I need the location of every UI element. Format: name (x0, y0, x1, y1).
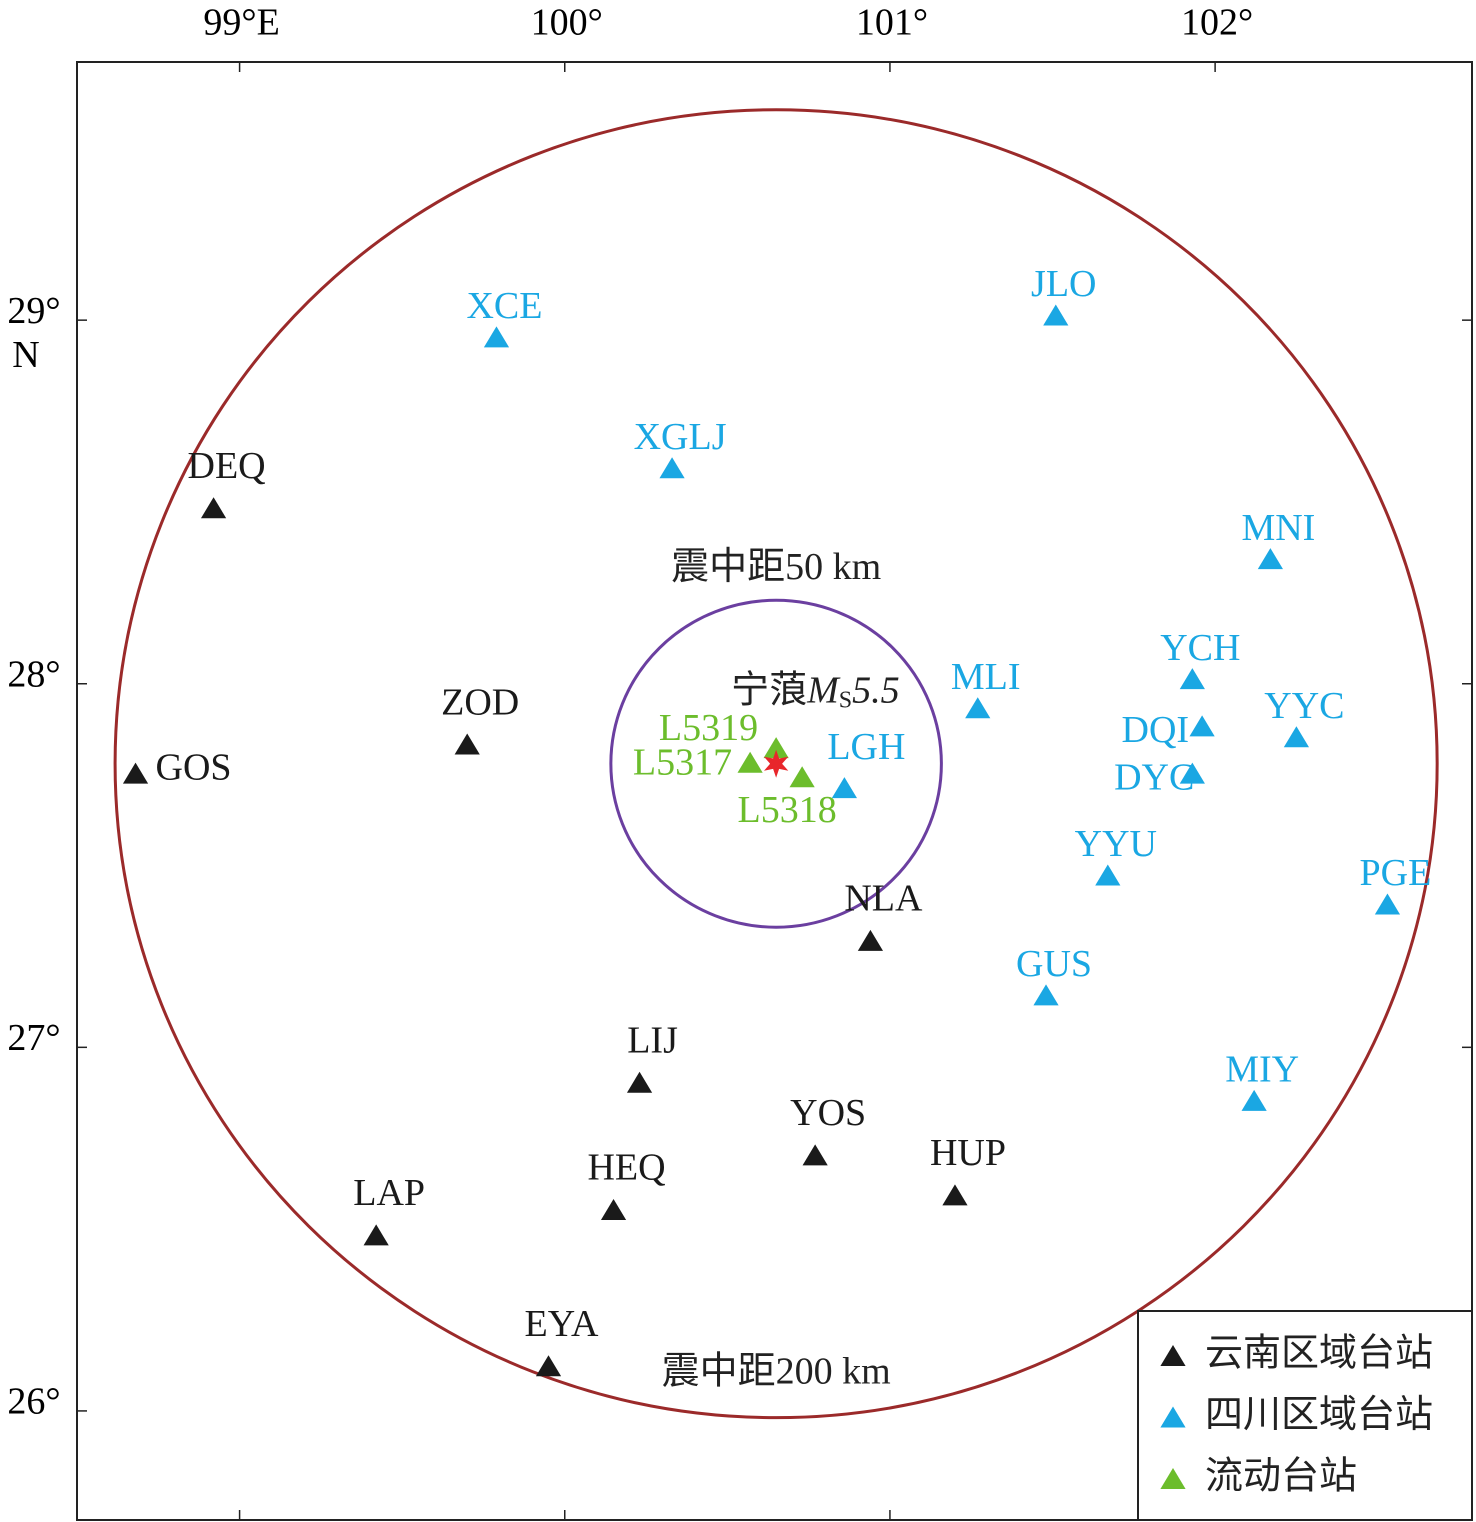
magnitude-subscript: S (839, 687, 852, 713)
station-marker (831, 777, 858, 799)
station-marker (737, 751, 763, 773)
station-marker (1283, 726, 1310, 748)
station-marker (122, 762, 149, 784)
y-tick-label: 27° (7, 1017, 60, 1059)
station-label: YCH (1160, 627, 1240, 669)
x-tick-label: 101° (856, 2, 928, 44)
magnitude: 5.5 (852, 669, 900, 711)
station-label: DQI (1122, 709, 1190, 751)
station-label: ZOD (441, 681, 519, 723)
x-tick-label: 102° (1181, 2, 1253, 44)
legend-label: 四川区域台站 (1205, 1394, 1433, 1436)
station-label: NLA (844, 878, 923, 920)
station-marker (942, 1184, 968, 1206)
station-marker (1374, 893, 1401, 915)
station-label: L5319 (659, 707, 758, 749)
circle-label: 震中距200 km (662, 1350, 891, 1392)
station-label: YYC (1264, 685, 1344, 727)
station-label: HUP (930, 1132, 1006, 1174)
station-label: GUS (1016, 943, 1092, 985)
epicenter-label: 宁蒗MS5.5 (731, 669, 900, 713)
y-tick-label: 26° (7, 1381, 60, 1423)
station-marker (454, 733, 480, 755)
station-label: MIY (1225, 1049, 1299, 1091)
station-marker (363, 1224, 389, 1246)
station-label: LGH (827, 726, 905, 768)
circle-label: 震中距50 km (671, 546, 881, 588)
station-marker (200, 497, 227, 519)
distance-circle (609, 598, 943, 929)
station-marker (1033, 984, 1059, 1006)
x-tick-label: 100° (531, 2, 603, 44)
station-label: DEQ (188, 445, 266, 487)
station-marker (626, 1071, 653, 1093)
legend-label: 云南区域台站 (1205, 1333, 1433, 1375)
plot-frame (76, 61, 1473, 1521)
epicenter-place: 宁蒗 (731, 669, 807, 711)
station-label: HEQ (587, 1147, 665, 1189)
legend-marker (1160, 1468, 1186, 1489)
station-marker (802, 1144, 828, 1166)
station-label: JLO (1031, 263, 1096, 305)
station-label: MLI (951, 656, 1021, 698)
station-label: YOS (790, 1092, 866, 1134)
station-marker (1043, 304, 1069, 326)
station-marker (535, 1355, 562, 1377)
y-tick-label: 28° (7, 653, 60, 695)
legend-marker (1160, 1406, 1186, 1428)
station-marker (1189, 715, 1215, 737)
station-marker (1241, 1089, 1267, 1111)
y-tick-label: 29° (7, 290, 60, 332)
station-marker (483, 326, 510, 348)
station-marker (1095, 864, 1121, 886)
station-label: DYC (1114, 756, 1194, 798)
station-marker (965, 697, 991, 719)
legend-box (1137, 1310, 1473, 1521)
station-label: YYU (1075, 823, 1157, 865)
epicenter (764, 749, 789, 778)
y-unit: N (12, 334, 39, 376)
station-marker (763, 737, 789, 759)
distance-circle (113, 108, 1439, 1420)
legend-label: 流动台站 (1205, 1456, 1357, 1498)
station-marker (1179, 762, 1205, 784)
station-label: XGLJ (634, 416, 727, 458)
station-label: XCE (466, 285, 542, 327)
station-marker (789, 766, 815, 788)
legend-marker (1160, 1345, 1186, 1366)
magnitude-symbol: M (806, 669, 841, 711)
station-marker (600, 1198, 627, 1220)
station-marker (659, 457, 685, 479)
station-label: LIJ (627, 1019, 678, 1061)
x-tick-label: 99°E (203, 2, 279, 44)
station-label: GOS (156, 746, 232, 788)
station-label: PGE (1360, 852, 1432, 894)
station-label: EYA (525, 1303, 599, 1345)
station-marker (857, 929, 884, 951)
station-marker (1257, 548, 1283, 570)
station-label: L5317 (633, 741, 732, 783)
station-marker (1179, 668, 1205, 690)
station-label: L5318 (738, 789, 837, 831)
station-label: LAP (353, 1172, 425, 1214)
station-label: MNI (1241, 507, 1315, 549)
